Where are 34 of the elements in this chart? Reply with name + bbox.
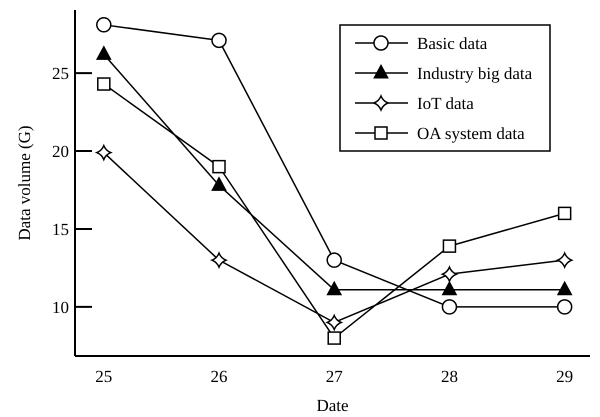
point xyxy=(326,252,342,268)
point xyxy=(442,299,458,315)
legend-label: OA system data xyxy=(417,124,526,143)
y-tick-label: 20 xyxy=(52,142,69,161)
point xyxy=(97,77,111,91)
x-tick-label: 26 xyxy=(210,367,228,386)
point xyxy=(556,252,572,268)
point xyxy=(212,176,227,191)
y-tick-label: 25 xyxy=(52,64,69,84)
x-tick-label: 29 xyxy=(556,367,574,386)
x-axis-title: Date xyxy=(316,396,349,415)
point xyxy=(326,314,342,330)
point xyxy=(211,252,227,268)
point xyxy=(96,17,112,33)
x-tick-label: 28 xyxy=(440,367,458,386)
y-tick-label: 15 xyxy=(52,220,69,239)
point xyxy=(556,299,572,315)
x-tick-label: 25 xyxy=(95,367,112,386)
point xyxy=(96,144,112,160)
point xyxy=(326,281,342,296)
x-tick-label: 27 xyxy=(326,367,344,386)
point xyxy=(212,160,226,174)
point xyxy=(442,239,456,253)
legend-label: Basic data xyxy=(417,34,488,53)
point xyxy=(442,266,458,282)
point xyxy=(211,32,227,48)
point xyxy=(558,206,572,220)
y-axis-title: Data volume (G) xyxy=(15,125,34,241)
y-tick-label: 10 xyxy=(52,298,69,317)
legend-label: IoT data xyxy=(417,94,474,113)
legend-label: Industry big data xyxy=(417,64,533,83)
point xyxy=(327,331,341,345)
point xyxy=(442,281,457,296)
point xyxy=(557,281,572,296)
